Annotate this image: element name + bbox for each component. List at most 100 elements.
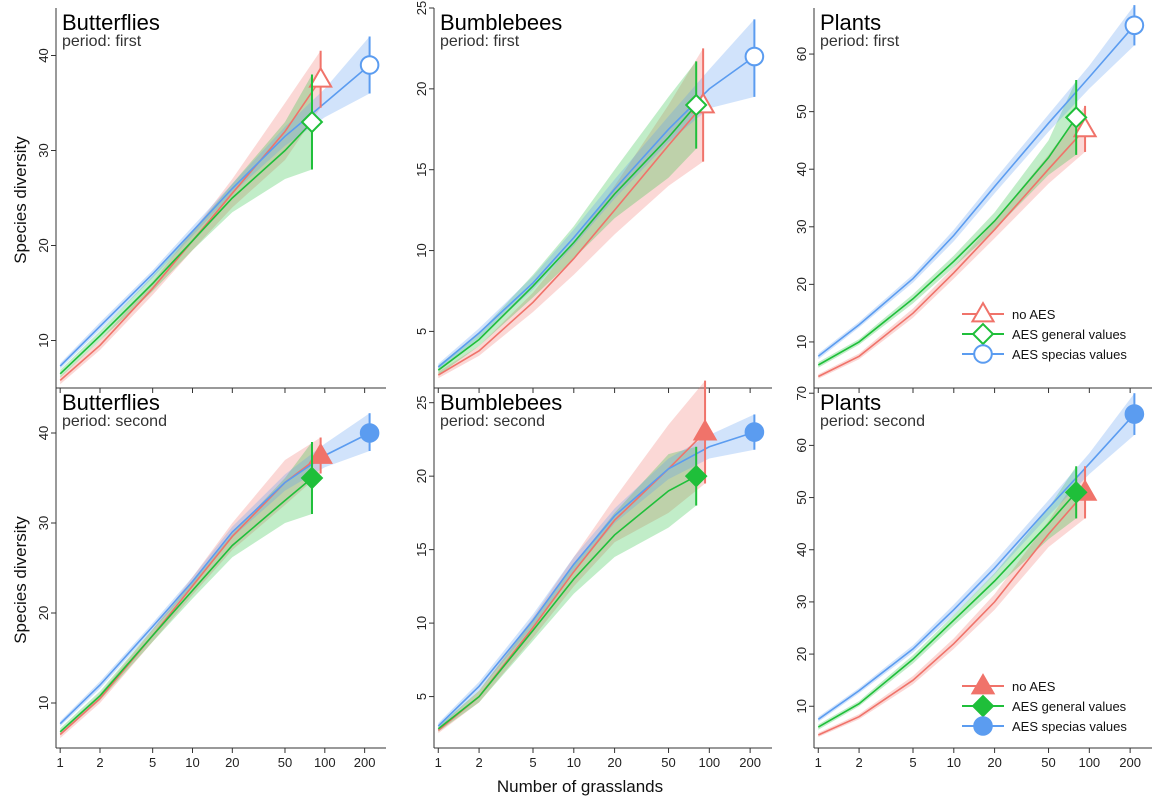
x-tick-label: 100: [314, 755, 336, 770]
series-line-no-aes: [437, 104, 704, 376]
panel-title: Plants: [820, 390, 881, 415]
x-tick-label: 2: [855, 755, 862, 770]
x-tick-label: 50: [278, 755, 292, 770]
legend-marker-aes-special: [973, 344, 993, 364]
x-tick-label: 2: [475, 755, 482, 770]
series-line-aes-special: [59, 64, 371, 367]
endpoint-marker-aes-special: [744, 46, 765, 67]
panel-title: Bumblebees: [440, 10, 562, 35]
y-tick-label: 30: [794, 220, 809, 234]
panel-title: Butterflies: [62, 390, 160, 415]
ci-band-aes-special: [60, 36, 370, 369]
x-tick-label: 20: [607, 755, 621, 770]
legend-label-aes-general: AES general values: [1012, 699, 1127, 714]
y-tick-label: 60: [794, 47, 809, 61]
y-tick-label: 20: [794, 277, 809, 291]
series-line-aes-general: [59, 477, 313, 733]
y-tick-label: 5: [414, 693, 429, 700]
series-line-aes-special: [437, 431, 755, 727]
y-tick-label: 10: [36, 696, 51, 710]
endpoint-marker-aes-special: [359, 55, 380, 75]
panel-subtitle: period: second: [820, 413, 925, 430]
ci-band-aes-special: [818, 393, 1135, 722]
legend-first-period: no AES AES general values AES specias valu…: [962, 301, 1127, 364]
y-tick-label: 5: [414, 328, 429, 335]
panel-butterflies-second: 10 20 30 40 1 2 5 10 20 50 100 200 Butterfliesperiod…: [36, 388, 386, 770]
y-tick-label: 20: [794, 647, 809, 661]
panel-title: Bumblebees: [440, 390, 562, 415]
x-tick-label: 10: [947, 755, 961, 770]
panel-subtitle: period: second: [440, 413, 545, 430]
endpoint-marker-aes-general: [300, 110, 324, 134]
x-tick-label: 20: [987, 755, 1001, 770]
legend-label-aes-general: AES general values: [1012, 327, 1127, 342]
x-tick-label: 1: [57, 755, 64, 770]
ci-band-aes-special: [438, 19, 755, 371]
y-tick-label: 20: [36, 606, 51, 620]
y-tick-label: 15: [414, 542, 429, 556]
y-tick-label: 10: [794, 335, 809, 349]
endpoint-marker-aes-special: [1124, 404, 1145, 424]
ci-band-aes-general: [60, 74, 313, 378]
y-axis-label-bottom: Species diversity: [11, 516, 30, 644]
ci-band-no-aes: [438, 380, 706, 734]
y-tick-label: 10: [414, 243, 429, 257]
x-tick-label: 200: [1119, 755, 1141, 770]
y-tick-label: 30: [36, 516, 51, 530]
y-tick-label: 40: [36, 48, 51, 62]
series-line-aes-special: [817, 413, 1135, 720]
series-line-aes-general: [437, 475, 697, 730]
series-line-aes-general: [817, 116, 1077, 366]
endpoint-marker-aes-general: [1064, 106, 1088, 129]
ci-band-aes-general: [60, 442, 313, 736]
x-tick-label: 2: [96, 755, 103, 770]
y-tick-label: 20: [36, 238, 51, 252]
y-tick-label: 20: [414, 82, 429, 96]
legend-label-aes-special: AES specias values: [1012, 719, 1127, 734]
series-line-aes-general: [817, 491, 1077, 728]
endpoint-marker-no-aes: [1072, 115, 1098, 138]
legend-marker-aes-general: [971, 322, 995, 346]
legend-marker-no-aes: [970, 301, 996, 323]
x-tick-label: 5: [529, 755, 536, 770]
ci-band-aes-special: [60, 413, 370, 727]
ci-band-aes-general: [438, 61, 697, 376]
x-axis-label: Number of grasslands: [497, 777, 663, 796]
y-tick-label: 15: [414, 162, 429, 176]
legend-marker-aes-special: [973, 716, 993, 736]
y-tick-label: 25: [414, 395, 429, 409]
y-tick-label: 20: [414, 469, 429, 483]
series-line-aes-special: [817, 24, 1136, 357]
x-tick-label: 1: [435, 755, 442, 770]
series-line-aes-general: [437, 104, 697, 371]
endpoint-marker-aes-special: [1124, 15, 1145, 36]
legend-label-no-aes: no AES: [1012, 307, 1056, 322]
ci-band-aes-special: [818, 5, 1135, 360]
y-tick-label: 60: [794, 438, 809, 452]
x-tick-label: 50: [661, 755, 675, 770]
legend-marker-aes-general: [971, 694, 995, 718]
y-tick-label: 40: [36, 426, 51, 440]
legend-second-period: no AES AES general values AES specias valu…: [962, 673, 1127, 736]
endpoint-marker-no-aes: [308, 66, 333, 88]
legends-group: no AES AES general values AES specias valu…: [962, 301, 1127, 736]
endpoint-marker-no-aes: [308, 442, 333, 464]
panel-plants-second: 10 20 30 40 50 60 70 1 2 5 10 20 50 100 200 Plantsperio…: [794, 386, 1152, 770]
x-tick-label: 20: [225, 755, 239, 770]
series-line-no-aes: [817, 491, 1086, 736]
y-tick-label: 40: [794, 543, 809, 557]
y-tick-label: 70: [794, 386, 809, 400]
endpoint-marker-aes-special: [359, 423, 380, 443]
x-tick-label: 50: [1041, 755, 1055, 770]
endpoint-marker-aes-general: [1064, 481, 1088, 504]
ci-band-no-aes: [438, 48, 704, 379]
legend-label-aes-special: AES specias values: [1012, 347, 1127, 362]
y-axis-label-top: Species diversity: [11, 136, 30, 264]
y-tick-label: 25: [414, 1, 429, 15]
panel-title: Plants: [820, 10, 881, 35]
panel-subtitle: period: first: [440, 33, 520, 50]
